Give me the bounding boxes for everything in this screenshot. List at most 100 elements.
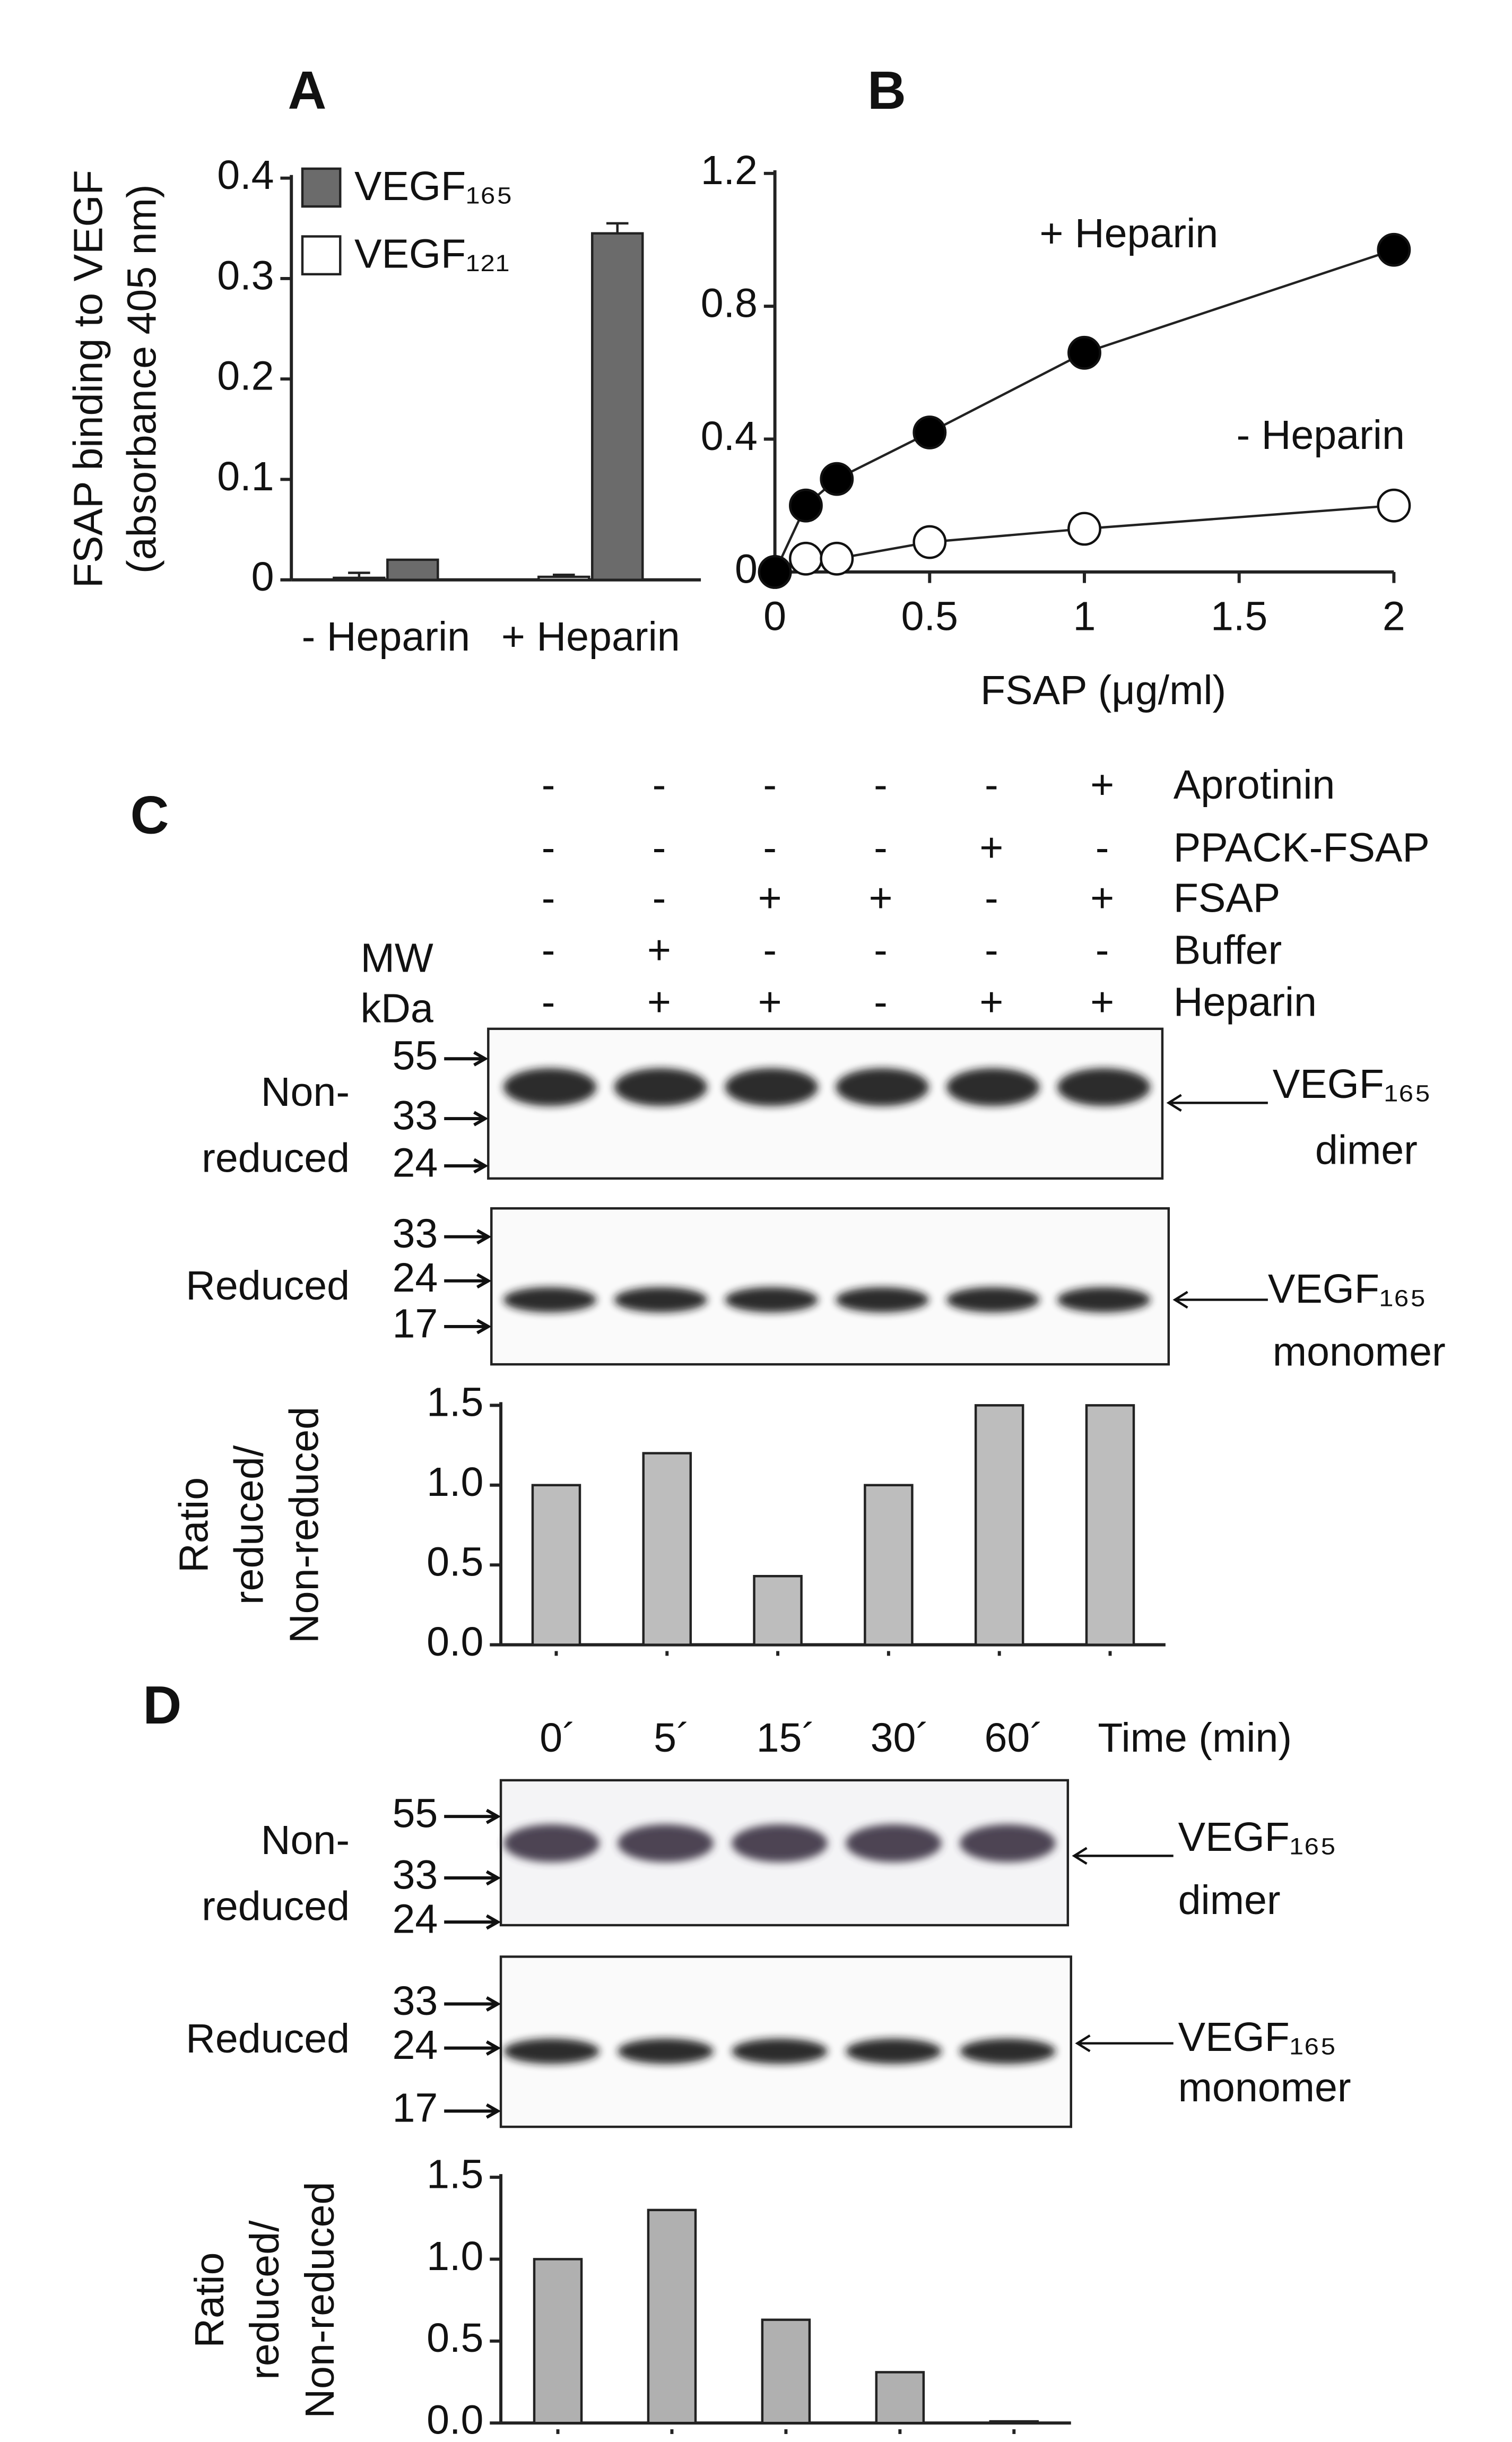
gel-band (836, 1068, 929, 1106)
marker-arrow (444, 1914, 501, 1930)
band-arrow (1172, 1291, 1268, 1309)
legend-swatch (301, 235, 342, 276)
mw-label: MW (361, 936, 433, 981)
condition-sign: + (647, 980, 671, 1025)
gel-band (618, 1824, 714, 1863)
condition-sign: - (653, 762, 666, 808)
time-point: 30´ (871, 1715, 930, 1761)
time-point: 0´ (540, 1715, 576, 1761)
band-label: VEGF₁₆₅ (1178, 1814, 1336, 1860)
marker (789, 541, 823, 576)
condition-sign: - (542, 980, 555, 1025)
marker (758, 555, 792, 589)
bar (537, 575, 590, 581)
marker-label: 17 (392, 2085, 438, 2131)
condition-sign: - (542, 825, 555, 871)
bar (761, 2318, 811, 2424)
gel-band (614, 1287, 708, 1313)
marker-arrow (444, 1158, 489, 1174)
condition-sign: - (985, 928, 998, 973)
band-arrow (1072, 1847, 1174, 1865)
gel-band (503, 2038, 599, 2064)
gel-band (1057, 1287, 1151, 1313)
x-tick-label: 0 (763, 593, 786, 639)
y-axis-label: reduced/ (226, 1445, 272, 1605)
bar (647, 2209, 697, 2424)
bar (1085, 1404, 1135, 1646)
gel-label: reduced (202, 1136, 350, 1181)
gel-band (960, 1824, 1056, 1863)
condition-sign: + (647, 928, 671, 973)
condition-sign: + (868, 876, 892, 921)
marker (789, 488, 823, 523)
band-label: VEGF₁₆₅ (1273, 1061, 1431, 1107)
bar (533, 2258, 583, 2424)
band-label: dimer (1178, 1877, 1281, 1923)
condition-sign: - (653, 825, 666, 871)
error-bar (553, 574, 575, 577)
condition-label: Heparin (1174, 980, 1317, 1025)
kda-label: kDa (361, 986, 433, 1032)
marker-label: 24 (392, 1896, 438, 1942)
gel-band (1057, 1068, 1151, 1106)
bar (875, 2371, 925, 2424)
marker-label: 33 (392, 1211, 438, 1257)
gel-band (946, 1287, 1040, 1313)
marker-label: 17 (392, 1301, 438, 1346)
condition-label: PPACK-FSAP (1174, 825, 1430, 871)
marker-label: 24 (392, 1255, 438, 1301)
gel-band (725, 1287, 818, 1313)
gel-label: Reduced (186, 2016, 350, 2062)
x-tick-label: - Heparin (302, 614, 470, 660)
marker (913, 525, 947, 559)
marker (820, 541, 854, 576)
bar (974, 1404, 1024, 1646)
y-tick-label: 0.0 (427, 1619, 483, 1665)
marker-label: 55 (392, 1033, 438, 1079)
gel-band (846, 1824, 942, 1863)
condition-sign: + (1090, 980, 1114, 1025)
y-tick-label: 1.0 (427, 2233, 483, 2279)
panel-label: B (867, 61, 906, 120)
y-tick-label: 0.5 (427, 2315, 483, 2361)
marker-arrow (444, 1051, 489, 1067)
condition-label: Buffer (1174, 928, 1282, 973)
condition-sign: - (985, 876, 998, 921)
gel-band (618, 2038, 714, 2064)
y-axis-label: Ratio (171, 1477, 216, 1573)
marker (1377, 232, 1411, 267)
gel-band (503, 1824, 599, 1863)
y-tick-label: 0 (251, 554, 274, 600)
bar (864, 1484, 914, 1646)
y-tick-label: 0 (735, 546, 758, 592)
x-axis-label: FSAP (μg/ml) (980, 668, 1226, 713)
x-tick-label: + Heparin (501, 614, 680, 660)
marker-arrow (444, 1996, 501, 2012)
marker-arrow (444, 1808, 501, 1824)
marker-arrow (444, 1111, 489, 1127)
band-arrow (1166, 1094, 1268, 1112)
gel-label: Non- (261, 1069, 350, 1115)
condition-sign: - (1096, 825, 1109, 871)
bar (753, 1575, 803, 1646)
y-axis-label: reduced/ (242, 2220, 288, 2380)
y-tick-label: 1.5 (427, 2151, 483, 2197)
y-axis-label: Non-reduced (281, 1407, 327, 1643)
gel-band (614, 1068, 708, 1106)
condition-sign: - (985, 762, 998, 808)
panel-label: A (288, 61, 326, 120)
condition-sign: + (1090, 876, 1114, 921)
condition-sign: - (874, 762, 888, 808)
condition-sign: - (653, 876, 666, 921)
condition-sign: - (874, 980, 888, 1025)
gel-label: Reduced (186, 1263, 350, 1309)
y-tick-label: 0.3 (217, 253, 274, 298)
x-tick-label: 0.5 (901, 593, 958, 639)
y-tick-label: 0.8 (701, 281, 758, 326)
gel-band (846, 2038, 942, 2064)
marker-arrow (444, 1273, 492, 1289)
bar (386, 558, 439, 581)
condition-sign: - (542, 928, 555, 973)
bar (642, 1452, 692, 1646)
